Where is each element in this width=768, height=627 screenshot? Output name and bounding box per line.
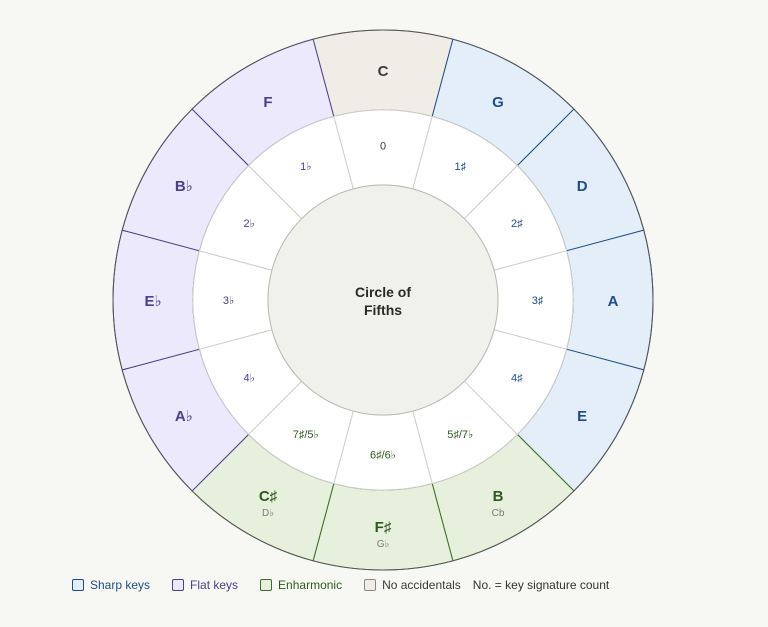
legend-swatch-none	[364, 579, 377, 591]
legend-item-none: No accidentals	[364, 578, 461, 592]
inner-count-label-3: 3♯	[532, 295, 544, 307]
inner-count-label-4: 4♯	[511, 372, 523, 384]
outer-key-label-d: D	[577, 178, 588, 195]
center-title-line-2: Fifths	[364, 302, 402, 318]
inner-count-label-0: 0	[380, 141, 386, 153]
outer-key-label-cs: C♯	[259, 488, 278, 505]
outer-key-label-bb: B♭	[175, 178, 193, 195]
inner-count-label-1: 1♯	[454, 161, 466, 173]
outer-enharmonic-label-cs: D♭	[262, 508, 274, 519]
legend-swatch-enharmonic	[260, 579, 273, 591]
legend-label-sharp: Sharp keys	[90, 578, 151, 592]
inner-count-label-5: 5♯/7♭	[447, 429, 473, 441]
legend-note: No. = key signature count	[473, 578, 609, 592]
inner-count-label-9: 3♭	[223, 295, 234, 307]
outer-enharmonic-label-b: Cb	[492, 508, 505, 519]
legend-label-none: No accidentals	[382, 578, 461, 592]
outer-key-label-f: F	[263, 94, 272, 111]
inner-count-ring: 0 1♯ 2♯ 3♯ 4♯ 5♯/7♭ 6♯/6♭ 7♯/5♭ 4♭ 3♭ 2♭ 1♭	[192, 109, 574, 491]
inner-count-label-10: 2♭	[244, 218, 255, 230]
legend-item-enharmonic: Enharmonic	[260, 578, 342, 592]
inner-count-label-7: 7♯/5♭	[293, 429, 319, 441]
legend: Sharp keys Flat keys Enharmonic No accid…	[72, 578, 631, 592]
legend-item-flat: Flat keys	[172, 578, 238, 592]
outer-key-label-ab: A♭	[175, 408, 193, 425]
outer-key-label-a: A	[608, 293, 619, 310]
center-title-line-1: Circle of	[355, 284, 411, 300]
legend-swatch-sharp	[72, 579, 84, 591]
legend-label-flat: Flat keys	[190, 578, 239, 592]
inner-count-label-8: 4♭	[244, 372, 255, 384]
outer-key-label-c: C	[378, 63, 389, 80]
outer-key-label-b: B	[493, 488, 504, 505]
outer-enharmonic-label-fs: G♭	[377, 539, 390, 550]
inner-count-label-6: 6♯/6♭	[370, 450, 396, 462]
outer-key-label-eb: E♭	[144, 293, 161, 310]
inner-count-label-2: 2♯	[511, 218, 523, 230]
legend-note-text: No. = key signature count	[472, 578, 610, 592]
legend-swatch-flat	[172, 579, 185, 591]
outer-key-label-fs: F♯	[375, 519, 392, 536]
legend-item-sharp: Sharp keys	[72, 578, 150, 592]
outer-key-label-e: E	[577, 408, 587, 425]
inner-count-label-11: 1♭	[300, 161, 311, 173]
outer-key-label-g: G	[492, 94, 504, 111]
center-disc	[267, 184, 499, 416]
legend-label-enharmonic: Enharmonic	[278, 578, 343, 592]
outer-rim	[112, 29, 654, 571]
